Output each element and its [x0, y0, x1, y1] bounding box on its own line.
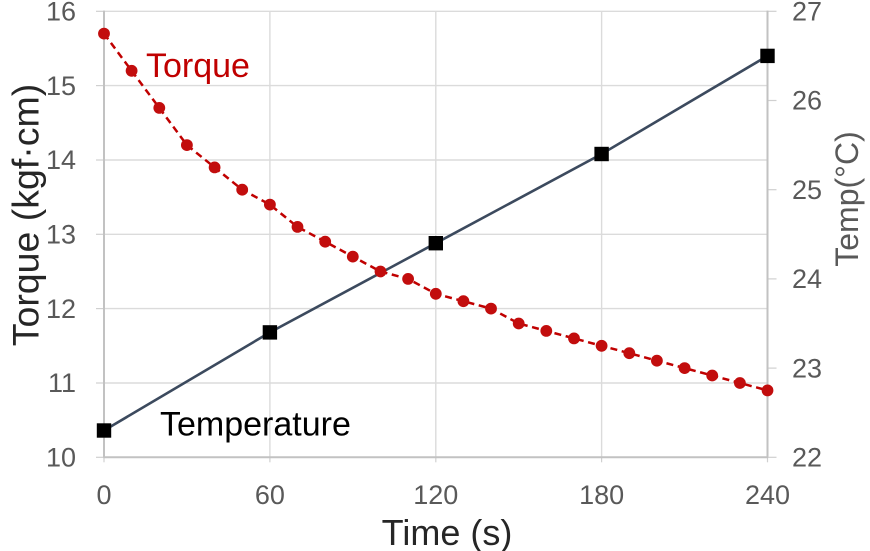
svg-text:Time (s): Time (s): [382, 512, 513, 551]
svg-text:Torque (kgf·cm): Torque (kgf·cm): [5, 84, 47, 347]
svg-text:12: 12: [46, 294, 76, 324]
svg-text:26: 26: [792, 86, 822, 116]
svg-text:240: 240: [745, 480, 790, 510]
svg-text:23: 23: [792, 353, 822, 383]
svg-text:25: 25: [792, 175, 822, 205]
svg-text:Torque: Torque: [146, 47, 250, 85]
svg-text:Temperature: Temperature: [160, 406, 351, 444]
svg-text:14: 14: [46, 145, 76, 175]
svg-text:11: 11: [48, 368, 76, 398]
svg-text:24: 24: [792, 264, 822, 294]
svg-text:0: 0: [96, 480, 111, 510]
svg-text:13: 13: [46, 220, 76, 250]
svg-text:16: 16: [46, 0, 76, 27]
svg-text:180: 180: [579, 480, 624, 510]
svg-text:Temp(°C): Temp(°C): [829, 131, 865, 266]
svg-text:10: 10: [46, 443, 76, 473]
svg-text:27: 27: [792, 0, 822, 27]
svg-text:120: 120: [413, 480, 458, 510]
svg-text:60: 60: [255, 480, 285, 510]
svg-text:15: 15: [46, 71, 76, 101]
svg-text:22: 22: [792, 443, 822, 473]
